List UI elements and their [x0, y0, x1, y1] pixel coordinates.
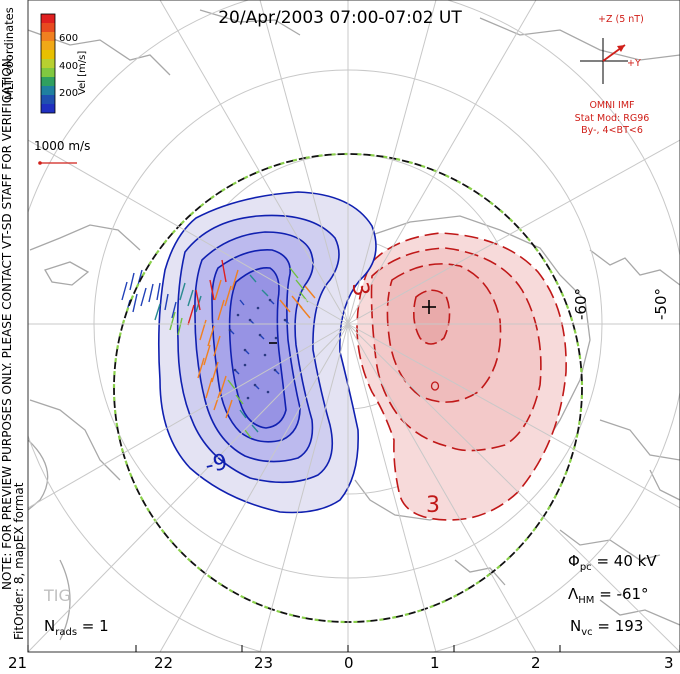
- phi-pc-stat: Φpc = 40 kV: [568, 552, 657, 573]
- imf-model: Stat Mod: RG96: [574, 113, 650, 124]
- positive-potential-cell: [356, 232, 567, 521]
- colorbar-label: Vel [m/s]: [77, 50, 88, 95]
- vectors-orange: [197, 269, 316, 419]
- latitude-label-60: -60°: [572, 288, 590, 320]
- mlt-label-3: 3: [664, 654, 674, 672]
- contour-label-negative: -9: [203, 450, 230, 479]
- coastlines: [28, 9, 680, 641]
- latitude-label-50: -50°: [652, 288, 670, 320]
- potential-max-marker: [422, 300, 436, 314]
- mlt-ticks: [27, 645, 680, 652]
- vector-origins: [228, 298, 287, 400]
- imf-z-label: +Z (5 nT): [598, 14, 644, 25]
- vectors-red: [187, 259, 227, 326]
- positive-contour-small: [430, 381, 440, 391]
- velocity-vectors: [121, 259, 316, 439]
- colorbar-tick-600: 600: [59, 33, 79, 44]
- mlt-label-22: 22: [154, 654, 174, 672]
- contour-label-positive-1: 3: [346, 280, 373, 298]
- vector-scale-label: 1000 m/s: [34, 139, 91, 153]
- negative-contour-5: [228, 266, 287, 429]
- nvc-value: 193: [614, 617, 644, 635]
- fit-order-label: FitOrder: 8, mapEX format: [12, 482, 26, 640]
- map-frame: [27, 0, 680, 653]
- colorbar: [40, 13, 56, 114]
- map-title: 20/Apr/2003 07:00-07:02 UT: [218, 8, 462, 28]
- colorbar-tick-400: 400: [59, 61, 79, 72]
- lambda-hm-stat: ΛHM = -61°: [568, 585, 649, 606]
- colorbar-tick-200: 200: [59, 88, 79, 99]
- nrads-value: 1: [99, 617, 109, 635]
- positive-contour-4: [412, 289, 451, 345]
- phi-pc-value: 40 kV: [613, 552, 657, 570]
- imf-y-label: +Y: [627, 58, 641, 69]
- lambda-hm-value: -61°: [616, 585, 649, 603]
- negative-potential-cell: [157, 191, 377, 514]
- mlt-label-21: 21: [8, 654, 28, 672]
- nvc-stat: Nvc = 193: [570, 617, 644, 638]
- mlt-label-0: 0: [344, 654, 354, 672]
- contour-label-positive-2: 3: [426, 493, 440, 518]
- mlt-label-1: 1: [430, 654, 440, 672]
- mlt-label-2: 2: [531, 654, 541, 672]
- station-label: TIG: [44, 586, 71, 605]
- imf-source: OMNI IMF: [589, 100, 635, 111]
- imf-condition: By-, 4<BT<6: [581, 125, 643, 136]
- nrads-stat: Nrads = 1: [44, 617, 109, 638]
- mlt-grid: [28, 0, 680, 652]
- mlt-label-23: 23: [254, 654, 274, 672]
